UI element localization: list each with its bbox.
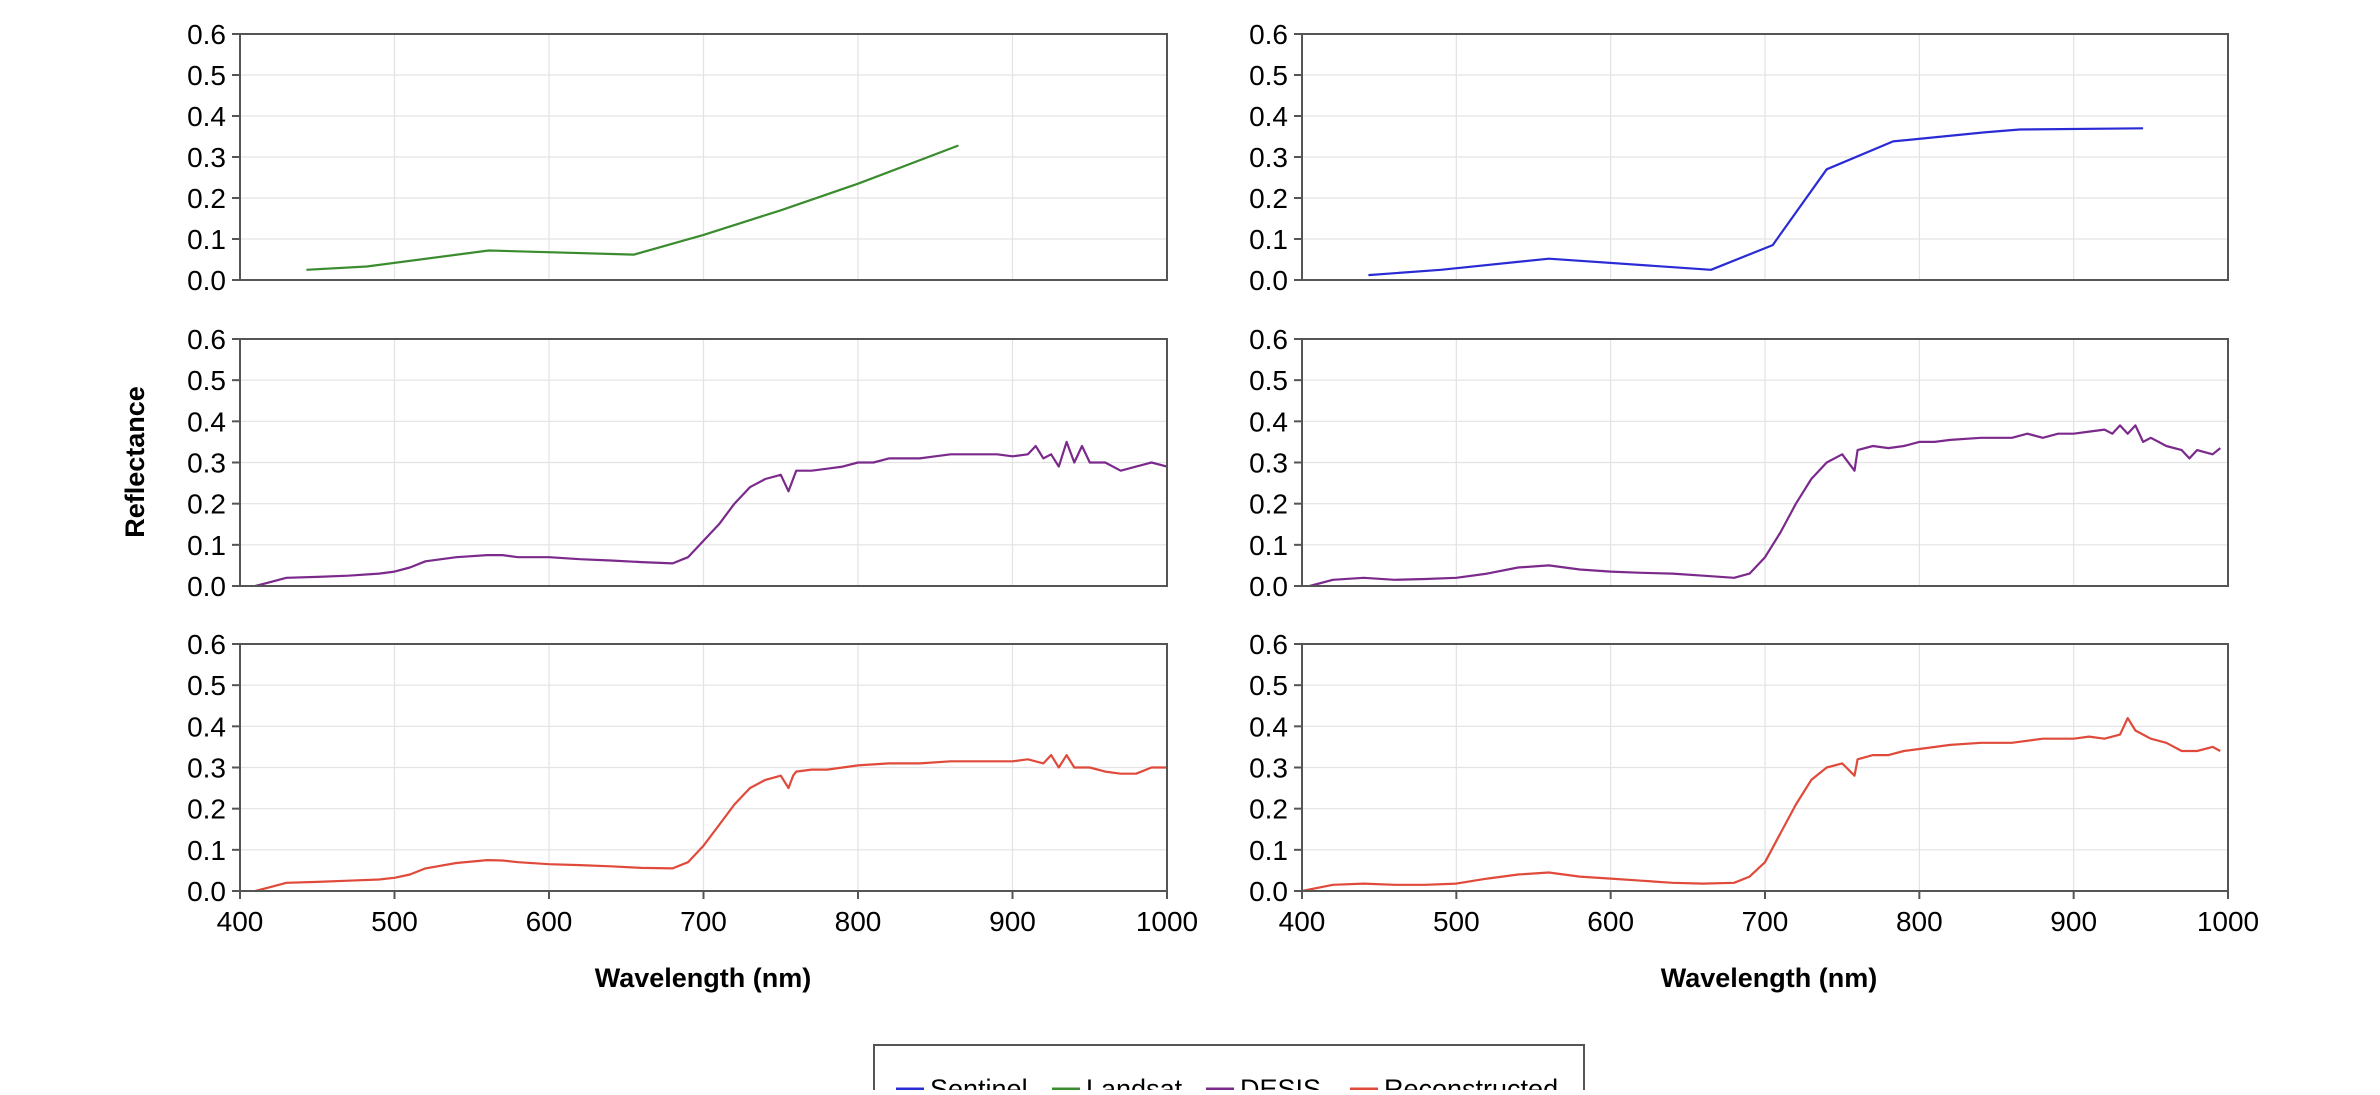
y-tick-label: 0.1 [187, 835, 226, 866]
series-line-reconstructed [255, 754, 1167, 893]
y-tick-label: 0.2 [187, 489, 226, 520]
y-tick-label: 0.4 [1249, 711, 1288, 742]
y-tick-label: 0.3 [187, 142, 226, 173]
x-tick-label: 400 [217, 906, 264, 937]
legend-label-reconstructed: Reconstructed [1384, 1074, 1558, 1090]
y-tick-label: 0.0 [187, 265, 226, 296]
y-tick-label: 0.2 [1249, 489, 1288, 520]
x-tick-label: 600 [1587, 906, 1634, 937]
y-tick-label: 0.6 [1249, 324, 1288, 355]
panel-top-right: 0.0 0.1 0.2 0.3 0.4 0.5 0.6 [1249, 19, 2229, 296]
y-tick-label: 0.3 [1249, 448, 1288, 479]
y-axis-title: Reflectance [120, 386, 150, 538]
y-tick-label: 0.5 [1249, 60, 1288, 91]
y-tick-label: 0.0 [187, 571, 226, 602]
y-tick-label: 0.1 [187, 224, 226, 255]
panel-bottom-right: 0.0 0.1 0.2 0.3 0.4 0.5 0.6 400 500 600 700 800 900 1… [1249, 629, 2259, 937]
y-tick-label: 0.4 [1249, 406, 1288, 437]
legend-label-landsat: Landsat [1086, 1074, 1183, 1090]
x-tick-label: 800 [1896, 906, 1943, 937]
y-tick-label: 0.3 [187, 448, 226, 479]
x-tick-label: 900 [2050, 906, 2097, 937]
y-tick-label: 0.4 [187, 711, 226, 742]
x-tick-label: 700 [680, 906, 727, 937]
y-tick-label: 0.1 [1249, 835, 1288, 866]
y-tick-label: 0.5 [187, 670, 226, 701]
y-tick-label: 0.6 [1249, 629, 1288, 660]
x-tick-label: 1000 [1136, 906, 1198, 937]
panel-top-left: 0.0 0.1 0.2 0.3 0.4 0.5 0.6 [187, 19, 1168, 296]
x-axis-title-left: Wavelength (nm) [595, 963, 812, 993]
y-tick-label: 0.6 [187, 324, 226, 355]
y-tick-label: 0.3 [1249, 142, 1288, 173]
legend: Sentinel Landsat DESIS Reconstructed [873, 1044, 1585, 1095]
series-line-sentinel [1368, 127, 2144, 277]
y-tick-label: 0.5 [187, 365, 226, 396]
series-line-landsat [306, 144, 959, 271]
x-tick-label: 700 [1742, 906, 1789, 937]
y-tick-label: 0.0 [1249, 265, 1288, 296]
y-tick-label: 0.1 [187, 530, 226, 561]
x-tick-label: 900 [989, 906, 1036, 937]
y-tick-label: 0.0 [1249, 876, 1288, 907]
y-tick-label: 0.4 [187, 101, 226, 132]
y-tick-label: 0.5 [187, 60, 226, 91]
chart-panels: 0.00.10.20.30.40.50.60.00.10.20.30.40.50… [187, 19, 2259, 937]
y-tick-label: 0.2 [187, 183, 226, 214]
y-tick-label: 0.2 [1249, 183, 1288, 214]
panel-bottom-left: 0.0 0.1 0.2 0.3 0.4 0.5 0.6 400 500 600 700 800 900 1… [187, 629, 1198, 937]
x-tick-label: 500 [1433, 906, 1480, 937]
y-tick-label: 0.2 [1249, 794, 1288, 825]
y-tick-label: 0.6 [1249, 19, 1288, 50]
x-tick-label: 500 [371, 906, 418, 937]
y-tick-label: 0.1 [1249, 530, 1288, 561]
y-tick-label: 0.4 [187, 406, 226, 437]
y-tick-label: 0.2 [187, 794, 226, 825]
x-axis-title-right: Wavelength (nm) [1661, 963, 1878, 993]
y-tick-label: 0.6 [187, 629, 226, 660]
x-tick-label: 600 [526, 906, 573, 937]
y-tick-label: 0.0 [187, 876, 226, 907]
series-line-reconstructed [1301, 717, 2221, 893]
legend-label-desis: DESIS [1240, 1074, 1321, 1090]
y-tick-label: 0.4 [1249, 101, 1288, 132]
x-tick-label: 1000 [2197, 906, 2259, 937]
x-tick-label: 800 [835, 906, 882, 937]
panel-middle-right: 0.0 0.1 0.2 0.3 0.4 0.5 0.6 [1249, 324, 2229, 602]
series-line-desis [255, 440, 1168, 588]
x-tick-label: 400 [1279, 906, 1326, 937]
y-tick-label: 0.3 [187, 753, 226, 784]
y-tick-label: 0.1 [1249, 224, 1288, 255]
panel-middle-left: 0.0 0.1 0.2 0.3 0.4 0.5 0.6 [187, 324, 1168, 602]
y-tick-label: 0.5 [1249, 670, 1288, 701]
y-tick-label: 0.3 [1249, 753, 1288, 784]
series-line-desis [1309, 424, 2221, 588]
y-tick-label: 0.0 [1249, 571, 1288, 602]
y-tick-label: 0.6 [187, 19, 226, 50]
y-tick-label: 0.5 [1249, 365, 1288, 396]
legend-label-sentinel: Sentinel [930, 1074, 1028, 1090]
